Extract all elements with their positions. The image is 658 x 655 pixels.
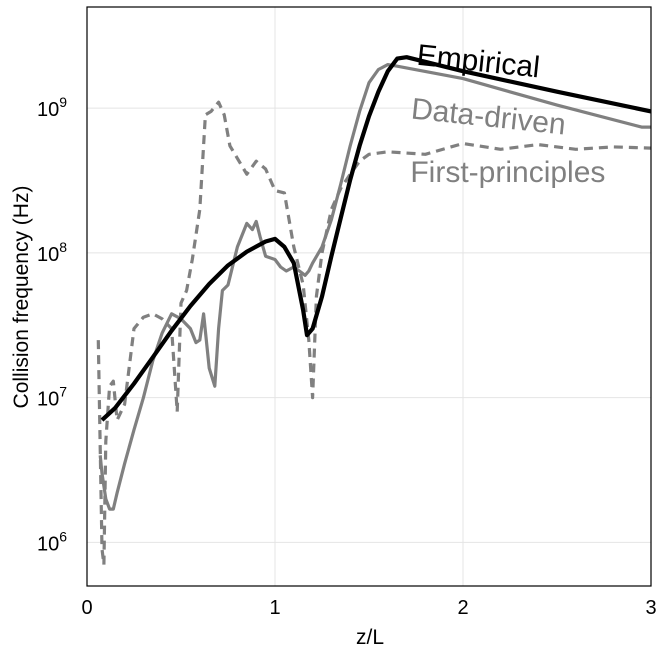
y-tick-exponent: 6 [59, 528, 67, 544]
y-tick-base: 10 [37, 389, 59, 411]
y-tick-base: 10 [37, 533, 59, 555]
series-line-data-driven [98, 62, 651, 511]
series-label-first-principles: First-principles [410, 156, 605, 189]
y-tick-exponent: 7 [59, 384, 67, 400]
x-axis-label: z/L [356, 626, 384, 649]
x-tick-label: 0 [81, 597, 92, 619]
series-line-empirical [100, 55, 652, 422]
y-tick-label: 106 [37, 528, 67, 555]
x-tick-label: 1 [269, 597, 280, 619]
y-axis-label: Collision frequency (Hz) [10, 186, 33, 409]
y-tick-label: 109 [37, 94, 67, 121]
series-line-first-principles [96, 100, 652, 567]
y-tick-label: 107 [37, 384, 67, 411]
y-tick-label: 108 [37, 239, 67, 266]
x-tick-label: 2 [457, 597, 468, 619]
series-label-empirical: Empirical [415, 39, 541, 85]
x-tick-label: 3 [645, 597, 656, 619]
y-tick-base: 10 [37, 99, 59, 121]
y-tick-exponent: 8 [59, 239, 67, 255]
plot-frame [86, 6, 652, 587]
y-tick-exponent: 9 [59, 94, 67, 110]
y-tick-base: 10 [37, 244, 59, 266]
series-layer [96, 55, 652, 567]
